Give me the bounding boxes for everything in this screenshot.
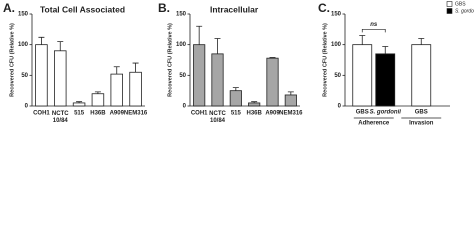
y-axis-label: Recovered CFU (Relative %) (322, 23, 328, 97)
x-tick-label: H36B (246, 111, 262, 117)
chart-title: Intracellular (210, 4, 259, 14)
y-tick-label: 100 (18, 42, 29, 48)
y-tick-label: 100 (331, 42, 342, 48)
error-bar (214, 38, 221, 54)
bar (110, 73, 123, 107)
bar-label: GBS (415, 110, 428, 116)
y-tick-label: 150 (176, 12, 187, 18)
x-tick-label: H36B (90, 111, 106, 117)
x-tick-label: COH1 (33, 111, 50, 117)
x-tick-label: 515 (231, 111, 242, 117)
error-bar (196, 25, 203, 45)
bar (248, 102, 261, 107)
bar (352, 44, 373, 107)
bar-label: S. gordonii (370, 110, 402, 116)
y-tick-label: 100 (176, 42, 187, 48)
x-tick-label: NCTC 10/84 (209, 111, 226, 124)
y-tick-label: 0 (183, 104, 187, 110)
error-bar (418, 38, 425, 45)
y-tick-label: 50 (334, 73, 341, 79)
legend-swatch (446, 1, 453, 7)
chart-title: Total Cell Associated (40, 4, 125, 14)
error-bar (38, 36, 45, 45)
bar (193, 44, 206, 107)
error-bar (76, 101, 83, 103)
legend-label: S. gordonii (455, 8, 474, 14)
error-bar (382, 46, 389, 54)
bar (211, 53, 224, 107)
y-tick-label: 0 (338, 104, 342, 110)
panel-label: C. (318, 1, 330, 15)
group-label: Adherence (358, 121, 390, 127)
x-tick-label: NEM316 (279, 111, 303, 117)
y-tick-label: 150 (18, 12, 29, 18)
significance-bracket (361, 28, 386, 33)
legend-label: GBS (455, 1, 466, 7)
bar-label: GBS (356, 110, 369, 116)
x-tick-label: NEM316 (124, 111, 148, 117)
error-bar (287, 91, 294, 95)
error-bar (113, 66, 120, 75)
x-tick-label: 515 (74, 111, 85, 117)
bar (411, 44, 432, 107)
error-bar (251, 101, 258, 103)
legend-swatch (446, 8, 453, 14)
figure: A. Total Cell Associated Recovered CFU (Re… (3, 1, 474, 127)
bar (229, 90, 242, 107)
bar (266, 57, 279, 107)
bar (35, 44, 48, 107)
bar (129, 71, 142, 107)
panel-label: A. (3, 1, 15, 15)
x-tick-label: COH1 (191, 111, 208, 117)
error-bar (232, 87, 239, 91)
y-tick-label: 50 (21, 73, 28, 79)
y-tick-label: 50 (179, 73, 186, 79)
bar (54, 50, 67, 107)
y-axis-label: Recovered CFU (Relative %) (167, 23, 173, 97)
x-tick-label: A909 (110, 111, 125, 117)
y-axis-label: Recovered CFU (Relative %) (9, 23, 15, 97)
panel-label: B. (158, 1, 170, 15)
error-bar (132, 62, 139, 73)
y-tick-label: 150 (331, 12, 342, 18)
error-bar (94, 91, 101, 94)
bar (72, 102, 86, 107)
bar (375, 53, 396, 107)
error-bar (57, 41, 64, 51)
x-tick-label: NCTC 10/84 (52, 111, 69, 124)
annotation: ns (370, 22, 378, 28)
error-bar (269, 57, 276, 59)
group-label: Invasion (409, 121, 434, 127)
x-tick-label: A909 (265, 111, 280, 117)
bar (91, 93, 105, 107)
error-bar (359, 35, 366, 45)
y-tick-label: 0 (25, 104, 29, 110)
bar (284, 94, 297, 107)
